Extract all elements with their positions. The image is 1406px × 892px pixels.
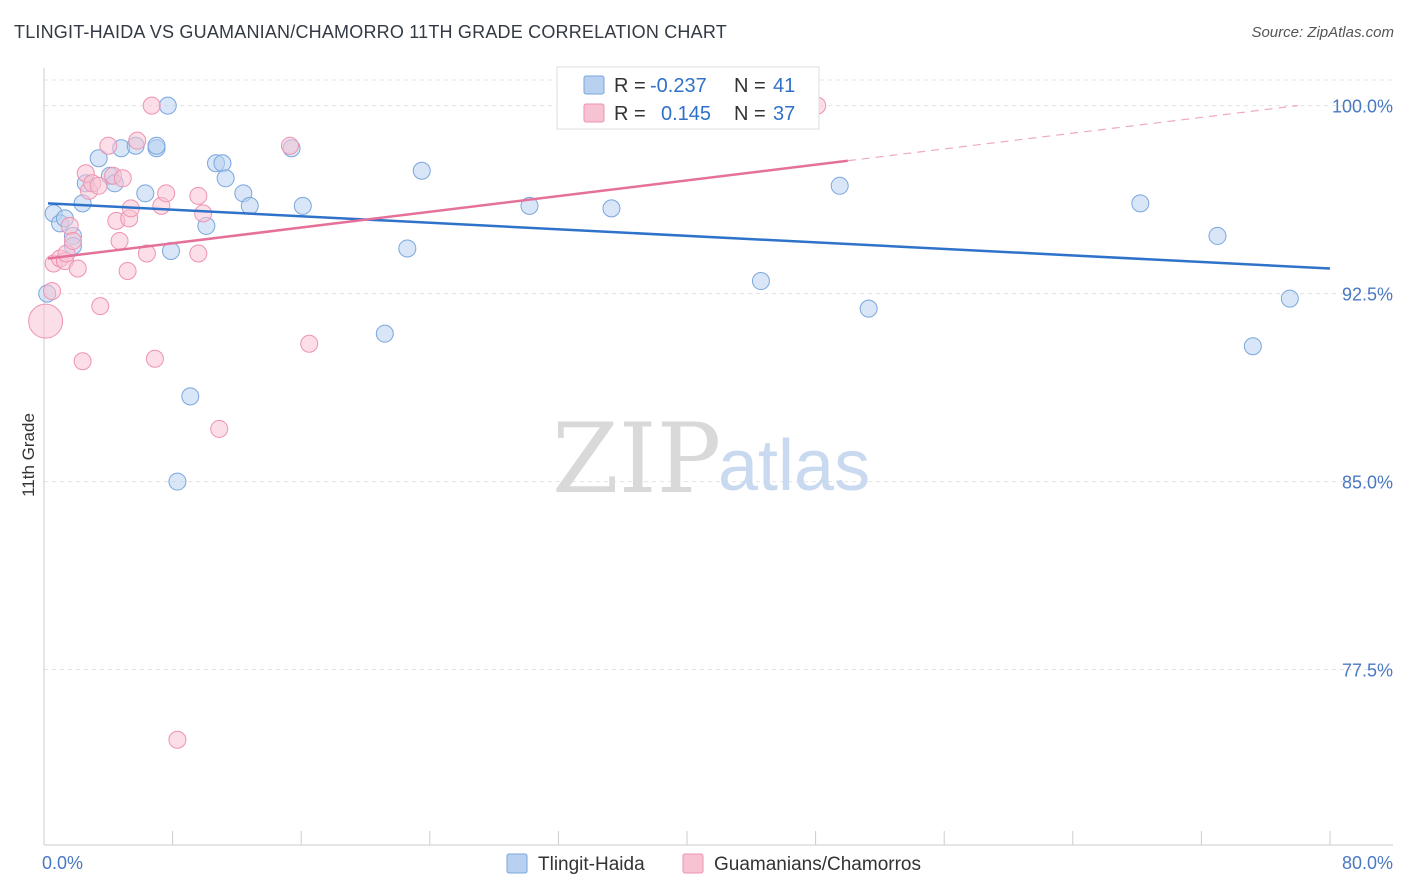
legend-r-value-1: -0.237	[650, 75, 707, 97]
y-tick-label-2: 92.5%	[1342, 285, 1393, 305]
legend-swatch-blue	[583, 75, 605, 95]
point-guamanian-30	[189, 244, 208, 263]
point-guamanian-18	[110, 231, 129, 250]
legend-r-label-2: R =	[614, 103, 646, 125]
point-tlingit-16	[158, 96, 177, 115]
point-tlingit-35	[830, 176, 849, 195]
point-tlingit-8	[89, 149, 108, 168]
point-guamanian-8	[68, 259, 87, 278]
point-guamanian-23	[128, 131, 147, 150]
point-tlingit-39	[1243, 337, 1262, 356]
point-tlingit-18	[168, 472, 187, 491]
series-legend: Tlingit-Haida Guamanians/Chamorros	[506, 853, 921, 875]
series-legend-label-guamanian[interactable]: Guamanians/Chamorros	[714, 854, 921, 875]
trend-layer	[47, 105, 1331, 270]
legend-swatch-pink	[583, 103, 605, 123]
y-axis-label: 11th Grade	[19, 413, 38, 497]
point-tlingit-34	[751, 272, 770, 291]
series-legend-swatch-pink[interactable]	[682, 853, 704, 874]
point-tlingit-30	[412, 161, 431, 180]
point-guamanian-24	[137, 244, 156, 263]
point-tlingit-15	[147, 136, 166, 155]
legend-r-value-2: 0.145	[661, 103, 711, 125]
point-guamanian-29	[168, 730, 187, 749]
legend-r-label-1: R =	[614, 75, 646, 97]
point-tlingit-37	[1131, 194, 1150, 213]
point-tlingit-13	[136, 184, 155, 203]
point-guamanian-28	[157, 184, 176, 203]
axis-layer	[43, 68, 1393, 846]
watermark-zip: ZIP	[552, 403, 721, 515]
point-guamanian-19	[113, 169, 132, 188]
watermark-atlas: atlas	[718, 426, 870, 506]
point-guamanian-35	[300, 334, 319, 353]
point-tlingit-27	[293, 196, 312, 215]
point-tlingit-19	[181, 387, 200, 406]
grid-layer	[44, 79, 1394, 671]
point-tlingit-32	[602, 199, 621, 218]
legend-n-label-1: N =	[734, 75, 766, 97]
watermark: ZIP atlas	[552, 403, 870, 515]
point-guamanian-13	[89, 176, 108, 195]
point-guamanian-33	[210, 419, 229, 438]
point-guamanian-14	[91, 297, 110, 316]
trendline-guamanian-dashed	[847, 105, 1298, 162]
point-guamanian-31	[189, 186, 208, 205]
stats-legend: R = -0.237 N = 41 R = 0.145 N = 37	[556, 66, 820, 130]
y-tick-label-1: 85.0%	[1342, 473, 1393, 493]
trendline-guamanian	[47, 159, 848, 260]
point-tlingit-23	[216, 169, 235, 188]
y-tick-label-3: 100.0%	[1332, 97, 1393, 117]
legend-n-label-2: N =	[734, 103, 766, 125]
point-guamanian-34	[280, 136, 299, 155]
series-legend-swatch-blue[interactable]	[506, 853, 528, 874]
point-tlingit-31	[520, 196, 539, 215]
chart-source: Source: ZipAtlas.com	[1251, 24, 1394, 41]
chart-title: TLINGIT-HAIDA VS GUAMANIAN/CHAMORRO 11TH…	[14, 22, 727, 42]
series-legend-label-tlingit[interactable]: Tlingit-Haida	[538, 854, 645, 875]
x-tick-label-min: 0.0%	[42, 853, 83, 873]
point-guamanian-32	[194, 204, 213, 223]
point-tlingit-25	[240, 196, 259, 215]
trendline-tlingit	[47, 202, 1331, 270]
point-guamanian-0	[28, 303, 64, 339]
point-guamanian-25	[142, 96, 161, 115]
point-guamanian-7	[63, 231, 82, 250]
legend-n-value-1: 41	[773, 75, 795, 97]
point-tlingit-28	[375, 324, 394, 343]
point-guamanian-9	[73, 352, 92, 371]
point-tlingit-38	[1208, 226, 1227, 245]
legend-n-value-2: 37	[773, 103, 795, 125]
point-tlingit-40	[1280, 289, 1299, 308]
point-guamanian-20	[118, 262, 137, 281]
point-guamanian-1	[43, 282, 62, 301]
point-tlingit-29	[398, 239, 417, 258]
y-tick-labels: 77.5% 85.0% 92.5% 100.0%	[1332, 97, 1393, 681]
point-tlingit-22	[213, 154, 232, 173]
x-tick-label-max: 80.0%	[1342, 853, 1393, 873]
point-guamanian-6	[60, 216, 79, 235]
point-guamanian-15	[99, 136, 118, 155]
y-tick-label-0: 77.5%	[1342, 661, 1393, 681]
point-guamanian-26	[145, 349, 164, 368]
point-tlingit-36	[859, 299, 878, 318]
